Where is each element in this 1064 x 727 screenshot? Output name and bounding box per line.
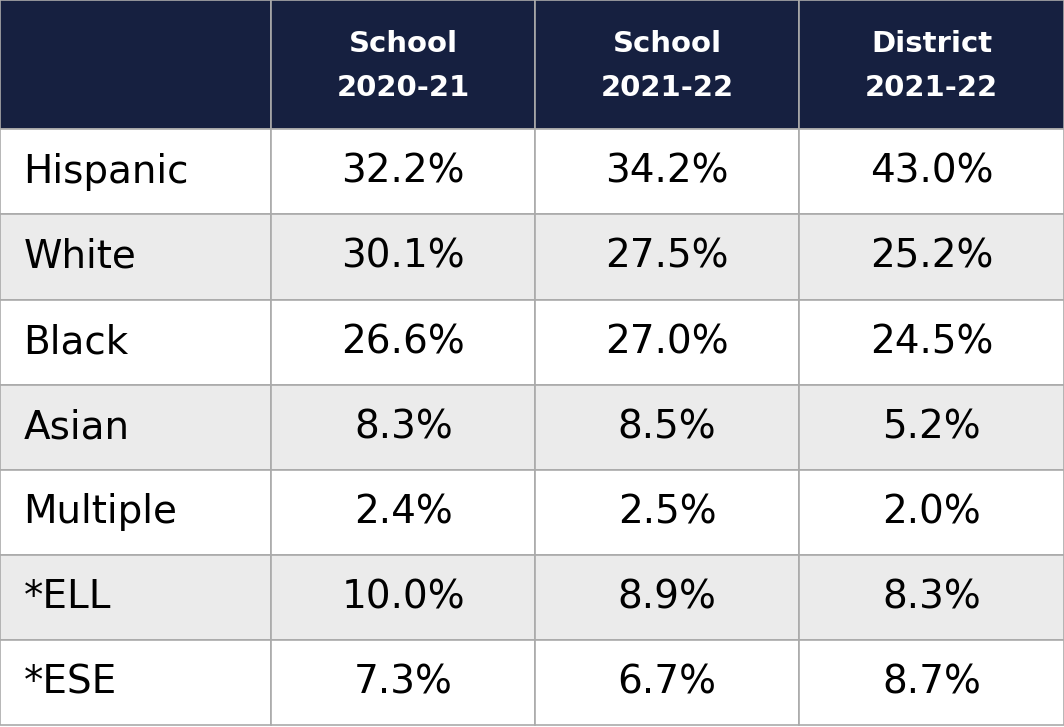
Bar [535, 470, 799, 555]
Bar [0, 555, 271, 640]
Text: 27.0%: 27.0% [605, 323, 729, 361]
Bar [799, 300, 1064, 385]
Text: 26.6%: 26.6% [342, 323, 465, 361]
Bar [0, 470, 271, 555]
Text: 25.2%: 25.2% [870, 238, 993, 276]
Text: 8.3%: 8.3% [882, 578, 981, 616]
Text: White: White [23, 238, 136, 276]
Text: District: District [871, 31, 992, 58]
Bar [799, 214, 1064, 300]
Bar [271, 0, 535, 129]
Bar [799, 640, 1064, 725]
Bar [271, 214, 535, 300]
Text: 2.5%: 2.5% [618, 493, 716, 531]
Text: 8.5%: 8.5% [618, 408, 716, 446]
Bar [799, 470, 1064, 555]
Text: 10.0%: 10.0% [342, 578, 465, 616]
Bar [0, 640, 271, 725]
Text: 5.2%: 5.2% [882, 408, 981, 446]
Bar [799, 0, 1064, 129]
Text: 30.1%: 30.1% [342, 238, 465, 276]
Bar [271, 640, 535, 725]
Bar [271, 300, 535, 385]
Text: 2.4%: 2.4% [354, 493, 452, 531]
Bar [535, 640, 799, 725]
Text: 43.0%: 43.0% [869, 153, 994, 191]
Bar [271, 555, 535, 640]
Text: 2020-21: 2020-21 [336, 74, 470, 102]
Bar [0, 129, 271, 214]
Text: 2021-22: 2021-22 [600, 74, 734, 102]
Bar [0, 385, 271, 470]
Text: Black: Black [23, 323, 129, 361]
Bar [799, 555, 1064, 640]
Text: 27.5%: 27.5% [605, 238, 729, 276]
Text: 2.0%: 2.0% [882, 493, 981, 531]
Bar [799, 129, 1064, 214]
Text: 8.3%: 8.3% [354, 408, 452, 446]
Bar [535, 214, 799, 300]
Text: 6.7%: 6.7% [617, 663, 717, 702]
Text: *ESE: *ESE [23, 663, 117, 702]
Text: 8.9%: 8.9% [618, 578, 716, 616]
Bar [799, 385, 1064, 470]
Bar [0, 214, 271, 300]
Bar [535, 385, 799, 470]
Text: Hispanic: Hispanic [23, 153, 189, 191]
Bar [535, 0, 799, 129]
Text: 8.7%: 8.7% [882, 663, 981, 702]
Bar [535, 555, 799, 640]
Text: 24.5%: 24.5% [870, 323, 993, 361]
Text: *ELL: *ELL [23, 578, 111, 616]
Bar [0, 300, 271, 385]
Bar [535, 300, 799, 385]
Bar [271, 129, 535, 214]
Text: School: School [613, 31, 721, 58]
Text: 2021-22: 2021-22 [865, 74, 998, 102]
Text: Multiple: Multiple [23, 493, 178, 531]
Text: 7.3%: 7.3% [354, 663, 452, 702]
Text: 32.2%: 32.2% [342, 153, 465, 191]
Bar [271, 470, 535, 555]
Text: School: School [349, 31, 458, 58]
Bar [271, 385, 535, 470]
Bar [535, 129, 799, 214]
Text: Asian: Asian [23, 408, 130, 446]
Text: 34.2%: 34.2% [605, 153, 729, 191]
Bar [0, 0, 271, 129]
